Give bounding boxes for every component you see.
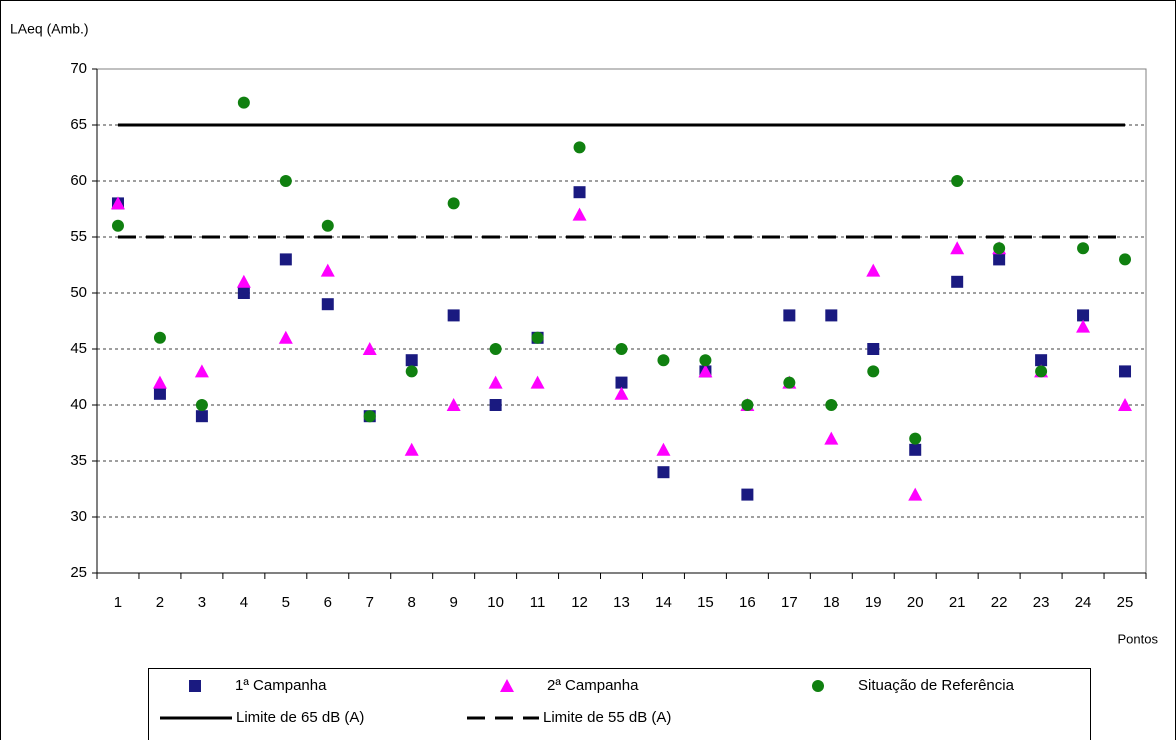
- point: [741, 399, 753, 411]
- point: [951, 175, 963, 187]
- y-axis-label: LAeq (Amb.): [10, 21, 89, 37]
- point: [1077, 242, 1089, 254]
- point: [1035, 365, 1047, 377]
- point: [657, 354, 669, 366]
- point: [867, 343, 879, 355]
- x-tick-label: 23: [1033, 594, 1050, 611]
- y-tick-label: 35: [70, 452, 87, 469]
- y-tick-label: 50: [70, 284, 87, 301]
- point: [196, 410, 208, 422]
- point: [364, 410, 376, 422]
- point: [741, 489, 753, 501]
- point: [154, 332, 166, 344]
- y-tick-label: 45: [70, 340, 87, 357]
- legend-marker: [812, 680, 824, 692]
- x-tick-label: 1: [114, 594, 122, 611]
- x-tick-label: 5: [282, 594, 290, 611]
- point: [867, 365, 879, 377]
- point: [699, 354, 711, 366]
- x-tick-label: 8: [408, 594, 416, 611]
- x-tick-label: 15: [697, 594, 714, 611]
- legend-label: Limite de 55 dB (A): [543, 709, 671, 726]
- legend-label: 1ª Campanha: [235, 677, 327, 694]
- point: [783, 309, 795, 321]
- point: [448, 309, 460, 321]
- point: [909, 433, 921, 445]
- x-tick-label: 16: [739, 594, 756, 611]
- y-tick-label: 40: [70, 396, 87, 413]
- point: [1119, 365, 1131, 377]
- x-tick-label: 20: [907, 594, 924, 611]
- point: [112, 220, 124, 232]
- legend-label: Situação de Referência: [858, 677, 1015, 694]
- point: [154, 388, 166, 400]
- point: [532, 332, 544, 344]
- point: [490, 399, 502, 411]
- point: [783, 377, 795, 389]
- x-tick-label: 18: [823, 594, 840, 611]
- x-tick-label: 14: [655, 594, 672, 611]
- point: [322, 220, 334, 232]
- point: [993, 242, 1005, 254]
- y-tick-label: 60: [70, 172, 87, 189]
- x-tick-label: 2: [156, 594, 164, 611]
- page: {"chart_data": {"type": "scatter", "y_la…: [0, 0, 1176, 740]
- y-tick-label: 70: [70, 60, 87, 77]
- point: [490, 343, 502, 355]
- x-tick-label: 24: [1075, 594, 1092, 611]
- point: [616, 343, 628, 355]
- x-tick-label: 9: [449, 594, 457, 611]
- point: [1119, 253, 1131, 265]
- point: [909, 444, 921, 456]
- point: [280, 175, 292, 187]
- x-tick-label: 6: [324, 594, 332, 611]
- x-tick-label: 3: [198, 594, 206, 611]
- x-tick-label: 13: [613, 594, 630, 611]
- plot-area: [97, 69, 1146, 573]
- point: [448, 197, 460, 209]
- point: [238, 287, 250, 299]
- x-tick-label: 19: [865, 594, 882, 611]
- point: [406, 354, 418, 366]
- x-tick-label: 4: [240, 594, 248, 611]
- point: [993, 253, 1005, 265]
- point: [322, 298, 334, 310]
- legend-label: Limite de 65 dB (A): [236, 709, 364, 726]
- y-tick-label: 55: [70, 228, 87, 245]
- point: [825, 309, 837, 321]
- point: [951, 276, 963, 288]
- x-tick-label: 17: [781, 594, 798, 611]
- point: [406, 365, 418, 377]
- legend-label: 2ª Campanha: [547, 677, 639, 694]
- point: [657, 466, 669, 478]
- x-tick-label: 25: [1117, 594, 1134, 611]
- point: [238, 97, 250, 109]
- y-tick-label: 65: [70, 116, 87, 133]
- x-tick-label: 10: [487, 594, 504, 611]
- point: [825, 399, 837, 411]
- point: [574, 141, 586, 153]
- x-tick-label: 11: [530, 594, 546, 611]
- point: [280, 253, 292, 265]
- y-tick-label: 30: [70, 508, 87, 525]
- point: [196, 399, 208, 411]
- y-tick-label: 25: [70, 564, 87, 581]
- chart: LAeq (Amb.) Pontos 253035404550556065701…: [0, 0, 1176, 740]
- x-tick-label: 22: [991, 594, 1008, 611]
- x-tick-label: 7: [366, 594, 374, 611]
- x-tick-label: 12: [571, 594, 588, 611]
- x-tick-label: 21: [949, 594, 966, 611]
- legend-marker: [189, 680, 201, 692]
- x-axis-label: Pontos: [1118, 631, 1159, 646]
- point: [574, 186, 586, 198]
